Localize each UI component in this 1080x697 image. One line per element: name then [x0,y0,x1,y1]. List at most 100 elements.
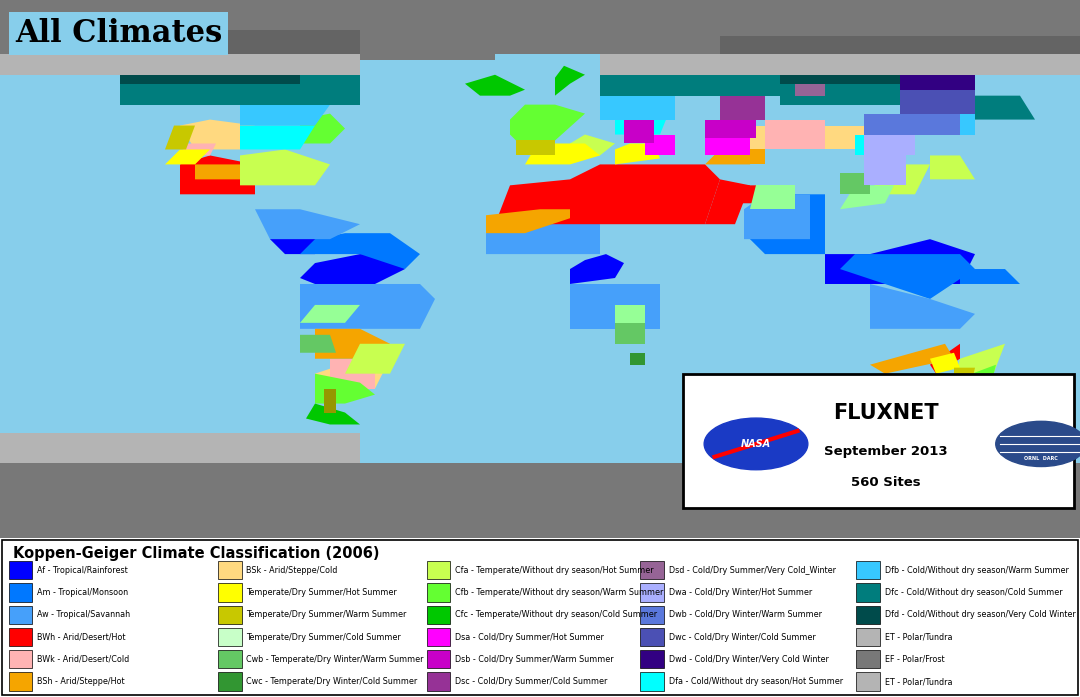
Polygon shape [486,218,600,254]
Polygon shape [864,135,915,155]
Bar [856,583,880,602]
Text: Dfb - Cold/Without dry season/Warm Summer: Dfb - Cold/Without dry season/Warm Summe… [885,566,1068,575]
Polygon shape [969,365,996,389]
Polygon shape [300,114,345,144]
Polygon shape [975,95,1035,120]
Polygon shape [195,164,255,179]
Text: BWk - Arid/Desert/Cold: BWk - Arid/Desert/Cold [37,654,129,664]
Text: BWh - Arid/Desert/Hot: BWh - Arid/Desert/Hot [37,632,125,641]
Text: Af - Tropical/Rainforest: Af - Tropical/Rainforest [37,566,127,575]
Bar [856,673,880,691]
Text: Dwb - Cold/Dry Winter/Warm Summer: Dwb - Cold/Dry Winter/Warm Summer [669,611,822,619]
Polygon shape [954,368,975,395]
Polygon shape [615,305,645,323]
Polygon shape [900,90,975,114]
Polygon shape [705,137,750,155]
Polygon shape [840,185,894,209]
Polygon shape [720,95,765,120]
Text: Cwb - Temperate/Dry Winter/Warm Summer: Cwb - Temperate/Dry Winter/Warm Summer [246,654,423,664]
Text: EF - Polar/Frost: EF - Polar/Frost [885,654,944,664]
Polygon shape [465,75,525,95]
Polygon shape [720,149,765,164]
FancyBboxPatch shape [683,374,1074,509]
Polygon shape [624,120,654,144]
Circle shape [996,421,1080,466]
Bar [640,628,664,646]
Text: Dsd - Cold/Dry Summer/Very Cold_Winter: Dsd - Cold/Dry Summer/Very Cold_Winter [669,566,836,575]
Text: September 2013: September 2013 [824,445,947,458]
Polygon shape [324,389,336,413]
Bar [427,561,450,579]
Text: Dfa - Cold/Without dry season/Hot Summer: Dfa - Cold/Without dry season/Hot Summer [669,677,842,686]
Polygon shape [720,185,780,204]
Polygon shape [855,135,915,155]
Polygon shape [825,125,900,149]
Polygon shape [306,404,360,424]
Polygon shape [240,95,330,125]
Polygon shape [825,239,975,284]
Text: Aw - Tropical/Savannah: Aw - Tropical/Savannah [37,611,130,619]
Bar [9,561,32,579]
Polygon shape [255,209,360,239]
Polygon shape [744,194,810,239]
Polygon shape [645,135,675,155]
Polygon shape [555,66,585,95]
Polygon shape [165,149,210,164]
Bar [218,628,242,646]
Polygon shape [840,254,975,299]
Polygon shape [570,254,624,284]
Bar [427,606,450,624]
Polygon shape [615,120,666,135]
Bar [218,673,242,691]
Polygon shape [954,344,1005,383]
Bar [856,628,880,646]
Text: Dfc - Cold/Without dry season/Cold Summer: Dfc - Cold/Without dry season/Cold Summe… [885,588,1062,597]
Polygon shape [516,141,555,155]
Text: All Climates: All Climates [15,18,222,49]
Polygon shape [306,454,354,484]
Polygon shape [705,120,756,137]
Bar [9,583,32,602]
Polygon shape [180,120,255,149]
Polygon shape [600,75,780,95]
Polygon shape [315,359,390,389]
Polygon shape [864,155,906,185]
Polygon shape [510,105,585,149]
Text: Temperate/Dry Summer/Warm Summer: Temperate/Dry Summer/Warm Summer [246,611,406,619]
Text: Cfa - Temperate/Without dry season/Hot Summer: Cfa - Temperate/Without dry season/Hot S… [455,566,653,575]
Polygon shape [0,0,390,54]
Polygon shape [315,374,375,404]
Polygon shape [795,84,825,95]
Polygon shape [780,66,930,84]
Polygon shape [0,464,1080,538]
Text: Cwc - Temperate/Dry Winter/Cold Summer: Cwc - Temperate/Dry Winter/Cold Summer [246,677,418,686]
Polygon shape [840,174,870,194]
Bar [640,583,664,602]
Polygon shape [240,149,330,185]
Polygon shape [180,144,216,155]
Polygon shape [720,36,1080,54]
Polygon shape [390,0,1080,54]
Polygon shape [615,144,660,164]
Text: Dwd - Cold/Dry Winter/Very Cold Winter: Dwd - Cold/Dry Winter/Very Cold Winter [669,654,828,664]
Text: Dwa - Cold/Dry Winter/Hot Summer: Dwa - Cold/Dry Winter/Hot Summer [669,588,812,597]
Polygon shape [870,344,954,374]
Bar [218,561,242,579]
Polygon shape [915,114,975,135]
Text: Dsc - Cold/Dry Summer/Cold Summer: Dsc - Cold/Dry Summer/Cold Summer [455,677,607,686]
Text: Temperate/Dry Summer/Cold Summer: Temperate/Dry Summer/Cold Summer [246,632,401,641]
Polygon shape [780,84,975,105]
Polygon shape [930,344,960,374]
Text: Cfc - Temperate/Without dry season/Cold Summer: Cfc - Temperate/Without dry season/Cold … [455,611,657,619]
Polygon shape [720,48,1020,66]
Text: Temperate/Dry Summer/Hot Summer: Temperate/Dry Summer/Hot Summer [246,588,397,597]
Polygon shape [120,30,360,54]
Bar [640,561,664,579]
Text: BSk - Arid/Steppe/Cold: BSk - Arid/Steppe/Cold [246,566,338,575]
Polygon shape [744,194,825,254]
Bar [9,606,32,624]
Polygon shape [600,54,1080,75]
Polygon shape [240,125,315,149]
Polygon shape [930,353,960,374]
Text: BSh - Arid/Steppe/Hot: BSh - Arid/Steppe/Hot [37,677,124,686]
